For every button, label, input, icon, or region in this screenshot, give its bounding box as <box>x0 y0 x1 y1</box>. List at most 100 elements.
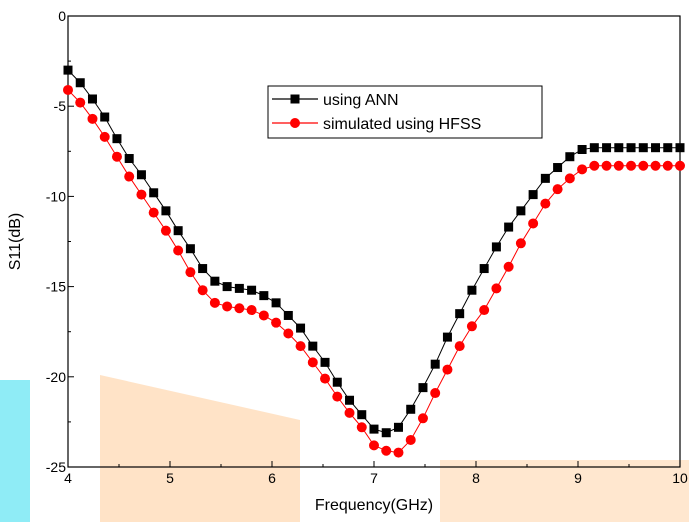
data-point <box>564 173 575 184</box>
data-point <box>479 305 490 316</box>
data-point <box>75 97 86 108</box>
data-point <box>577 144 587 154</box>
x-axis: 4 5 6 7 8 9 10 <box>64 461 688 486</box>
data-point <box>111 151 122 162</box>
data-point <box>136 170 146 180</box>
data-point <box>663 143 673 153</box>
data-point <box>516 206 526 216</box>
data-point <box>675 160 685 171</box>
data-point <box>148 207 159 218</box>
data-point <box>613 160 624 171</box>
data-point <box>210 276 220 286</box>
data-point <box>357 410 367 420</box>
data-point <box>234 303 245 314</box>
data-point <box>675 143 685 153</box>
data-point <box>320 357 330 367</box>
data-point <box>87 94 97 104</box>
data-point <box>626 160 637 171</box>
series-hfss <box>63 84 685 458</box>
data-point <box>614 143 624 153</box>
data-point <box>405 434 416 445</box>
data-point <box>161 206 171 216</box>
legend-marker <box>290 94 300 104</box>
data-point <box>112 134 122 144</box>
data-point <box>650 160 661 171</box>
data-point <box>638 160 649 171</box>
data-point <box>540 173 550 183</box>
y-tick-label: -10 <box>46 188 66 204</box>
data-point <box>369 440 379 451</box>
data-point <box>504 222 514 232</box>
x-tick-label: 6 <box>268 470 276 486</box>
data-point <box>87 113 98 124</box>
data-point <box>198 264 208 274</box>
data-point <box>381 445 392 456</box>
data-point <box>528 190 538 200</box>
data-point <box>479 264 489 274</box>
data-point <box>234 283 244 293</box>
data-point <box>259 291 269 301</box>
data-point <box>638 143 648 153</box>
data-point <box>662 160 673 171</box>
plot-frame <box>67 15 681 468</box>
data-point <box>307 357 318 368</box>
data-point <box>271 298 281 308</box>
data-point <box>63 65 73 75</box>
data-point <box>173 245 184 256</box>
data-point <box>332 391 343 402</box>
data-point <box>602 143 612 153</box>
data-point <box>418 383 428 393</box>
data-point <box>455 309 465 319</box>
legend: using ANN simulated using HFSS <box>267 85 543 139</box>
data-point <box>185 244 195 254</box>
data-point <box>247 285 257 295</box>
data-point <box>124 154 134 164</box>
data-point <box>601 160 612 171</box>
legend-box <box>267 85 543 139</box>
data-point <box>491 242 501 252</box>
legend-marker <box>290 118 300 128</box>
data-point <box>222 301 233 312</box>
x-tick-label: 7 <box>370 470 378 486</box>
data-point <box>185 267 196 278</box>
data-point <box>100 112 110 122</box>
data-point <box>528 218 539 229</box>
data-point <box>320 373 331 384</box>
data-point <box>442 332 452 342</box>
data-point <box>552 184 563 195</box>
data-point <box>393 422 403 432</box>
data-point <box>466 321 477 332</box>
data-point <box>283 310 293 320</box>
legend-item: simulated using HFSS <box>272 116 481 133</box>
x-tick-label: 9 <box>574 470 582 486</box>
data-point <box>651 143 661 153</box>
data-point <box>430 359 440 369</box>
data-point <box>589 160 600 171</box>
data-point <box>467 285 477 295</box>
data-point <box>565 152 575 162</box>
data-point <box>149 188 159 198</box>
data-point <box>406 404 416 414</box>
x-tick-label: 4 <box>64 470 72 486</box>
data-point <box>442 364 453 375</box>
data-point <box>430 388 441 399</box>
series-ann <box>63 65 685 438</box>
data-point <box>124 171 135 182</box>
x-tick-label: 10 <box>672 470 688 486</box>
data-point <box>589 143 599 153</box>
data-point <box>393 447 404 458</box>
plot-area <box>67 15 681 468</box>
data-point <box>369 424 379 434</box>
y-tick-label: -25 <box>46 459 66 475</box>
data-point <box>503 261 514 272</box>
y-tick-label: -20 <box>46 369 66 385</box>
data-point <box>417 413 428 424</box>
data-point <box>454 341 465 352</box>
data-point <box>381 428 391 438</box>
x-tick-label: 5 <box>166 470 174 486</box>
data-point <box>173 226 183 236</box>
y-tick-label: 0 <box>58 8 66 24</box>
legend-item: using ANN <box>272 92 399 109</box>
